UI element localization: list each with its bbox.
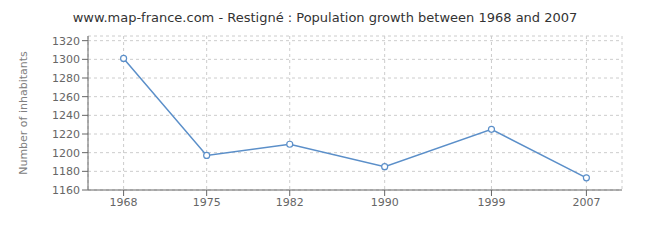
- svg-text:1300: 1300: [52, 53, 80, 66]
- svg-text:2007: 2007: [572, 196, 600, 209]
- svg-text:1320: 1320: [52, 35, 80, 48]
- html-text:www.map-france.com - Restigné: www.map-france.com - Restigné : Populati…: [72, 10, 578, 25]
- svg-text:1975: 1975: [193, 196, 221, 209]
- svg-text:1260: 1260: [52, 91, 80, 104]
- svg-text:1220: 1220: [52, 128, 80, 141]
- svg-text:1280: 1280: [52, 72, 80, 85]
- svg-text:1180: 1180: [52, 165, 80, 178]
- svg-text:1240: 1240: [52, 109, 80, 122]
- svg-text:1968: 1968: [110, 196, 138, 209]
- svg-text:Number of inhabitants: Number of inhabitants: [17, 51, 30, 175]
- svg-text:1999: 1999: [477, 196, 505, 209]
- svg-text:1990: 1990: [371, 196, 399, 209]
- svg-text:1982: 1982: [276, 196, 304, 209]
- svg-text:1200: 1200: [52, 147, 80, 160]
- svg-text:1160: 1160: [52, 184, 80, 197]
